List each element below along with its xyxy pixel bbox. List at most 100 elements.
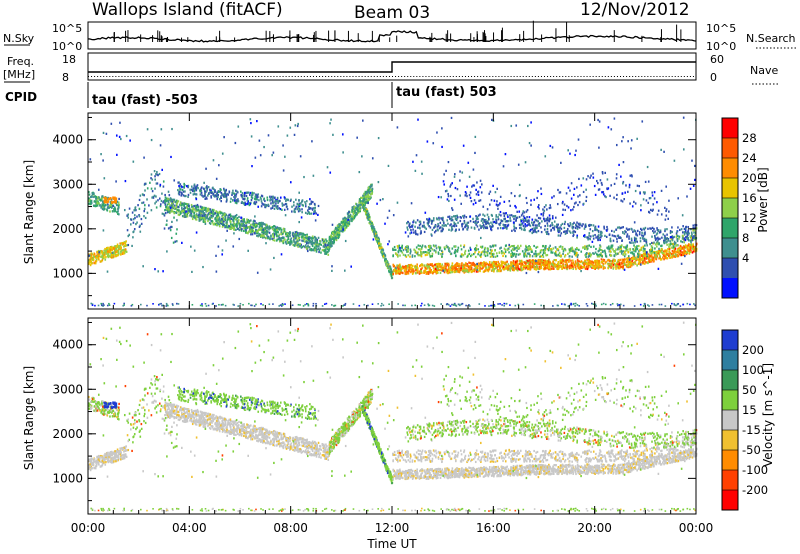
power-cell [414, 267, 417, 271]
power-cell [231, 226, 234, 230]
power-cell [598, 266, 601, 269]
power-cell [627, 263, 630, 267]
power-cell [406, 266, 409, 269]
power-cell [293, 204, 295, 207]
power-cell [562, 266, 565, 269]
power-cell [486, 262, 489, 265]
power-cell [615, 248, 617, 251]
power-cell [107, 256, 110, 259]
power-cell [464, 269, 467, 272]
power-cell [512, 254, 515, 257]
power-cell [420, 270, 422, 273]
power-cell [185, 202, 187, 206]
power-cell [305, 240, 307, 243]
power-cell [257, 222, 259, 226]
power-cell [261, 202, 263, 205]
power-cell [198, 210, 201, 214]
power-cell [483, 261, 485, 264]
power-cell [311, 242, 313, 245]
power-cell [227, 217, 229, 220]
power-cell [421, 264, 424, 267]
power-cell [164, 196, 167, 199]
power-cell [399, 265, 402, 268]
nave-dot [249, 76, 251, 77]
power-cell [664, 255, 666, 258]
power-cell [234, 197, 236, 200]
nave-dot [212, 76, 214, 77]
power-cell [548, 266, 551, 270]
power-cell [256, 198, 258, 201]
power-cell [138, 207, 141, 210]
power-cell [178, 181, 180, 184]
power-cell [509, 264, 512, 267]
power-cell [516, 269, 519, 272]
power-cell [375, 237, 378, 241]
nave-dot [620, 76, 621, 77]
power-cell [246, 202, 249, 205]
nave-dot [571, 76, 573, 77]
power-cell [627, 255, 630, 258]
freq-panel-frame [87, 52, 697, 81]
power-cell [307, 206, 310, 209]
nave-dot [142, 76, 144, 77]
power-cell [617, 260, 620, 263]
power-cell [566, 264, 568, 268]
power-cell [568, 267, 571, 270]
power-cell [119, 247, 121, 251]
power-cell [135, 209, 137, 212]
nave-dot [583, 76, 585, 77]
power-cell [304, 245, 307, 248]
power-cell [388, 265, 391, 268]
power-cell [195, 208, 198, 211]
power-cell [263, 203, 265, 206]
power-cell [341, 222, 344, 225]
power-cell [315, 212, 318, 215]
power-cell [489, 248, 492, 251]
power-cell [381, 253, 384, 256]
power-cell [304, 244, 307, 247]
power-cell [205, 186, 207, 189]
power-cell [632, 258, 635, 261]
power-cell [332, 232, 335, 235]
power-cell [169, 229, 172, 232]
power-cell [438, 248, 441, 251]
power-cell [569, 264, 572, 267]
nave-dot [352, 76, 354, 77]
power-cell [537, 263, 540, 266]
power-cell [193, 183, 196, 186]
power-cell [409, 266, 412, 269]
nave-dot [151, 76, 153, 77]
power-cell [519, 259, 522, 263]
power-cell [683, 246, 686, 249]
power-cell [599, 263, 601, 266]
power-cell [364, 201, 367, 204]
power-cell [171, 225, 173, 229]
power-cell [188, 205, 190, 208]
power-cell [582, 265, 584, 269]
power-cell [579, 264, 582, 267]
nave-dot [322, 76, 324, 77]
power-cell [369, 220, 371, 224]
power-cell [544, 267, 546, 270]
power-cell [241, 192, 244, 195]
power-cell [524, 261, 526, 265]
power-cell [167, 201, 170, 204]
power-cell [251, 196, 254, 200]
power-cell [339, 223, 342, 226]
nave-dot [550, 76, 552, 77]
power-cell [584, 267, 587, 270]
power-cell [413, 248, 415, 251]
nave-dot [623, 76, 625, 77]
power-cell [561, 245, 564, 249]
power-cell [293, 240, 295, 243]
power-cell [416, 270, 419, 273]
power-cell [576, 262, 578, 265]
power-cell [277, 231, 279, 234]
power-cell [415, 272, 417, 275]
nave-dot [291, 76, 293, 77]
power-cell [672, 250, 675, 253]
power-cell [576, 253, 578, 257]
power-cell [621, 260, 624, 263]
power-cell [550, 267, 553, 270]
power-cell [175, 207, 177, 210]
